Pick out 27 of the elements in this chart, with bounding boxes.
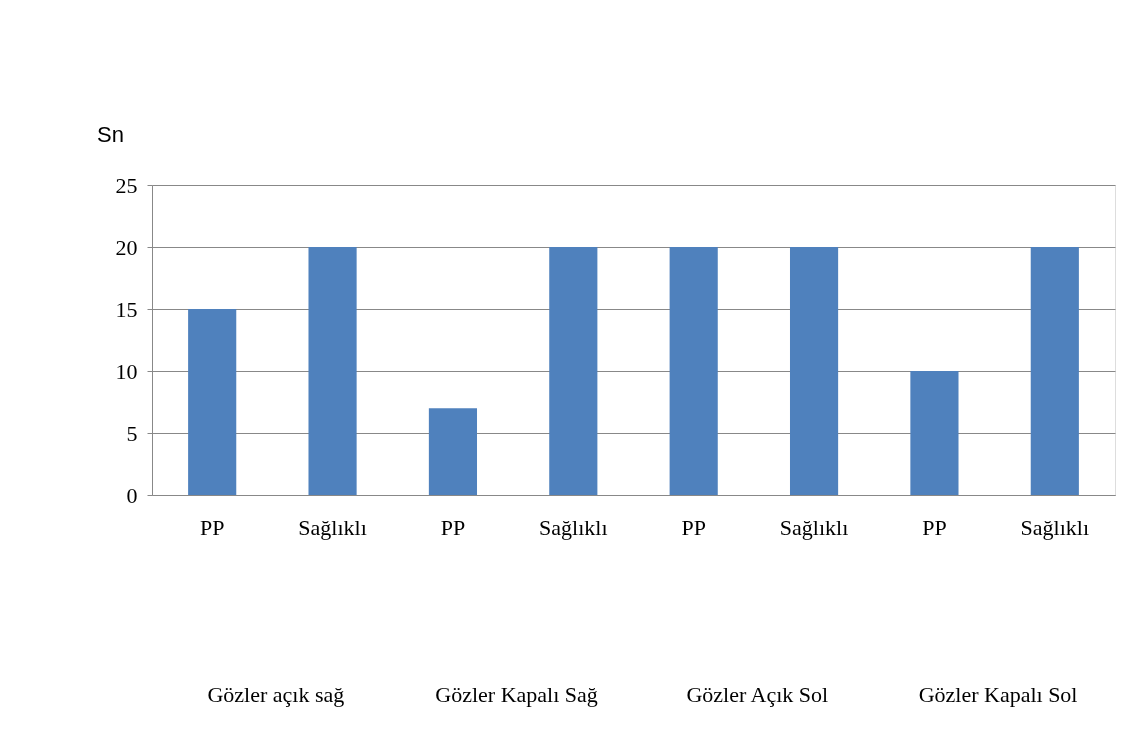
bar (910, 371, 959, 495)
bar (188, 309, 237, 495)
y-axis-title: Sn (97, 122, 124, 147)
x-tick-label: Sağlıklı (779, 514, 849, 540)
bar (669, 247, 718, 495)
bar (789, 247, 839, 495)
y-tick-label: 0 (126, 482, 138, 508)
text: Gözler Kapalı Sol (918, 682, 1078, 707)
x-tick-label: PP (681, 514, 706, 540)
y-tick-label: 5 (126, 420, 138, 446)
x-tick-label: PP (199, 514, 225, 540)
bar (549, 247, 598, 495)
x-tick-label: Sağlıklı (1020, 514, 1090, 540)
x-tick-label: Sağlıklı (298, 514, 367, 540)
y-tick-label: 10 (115, 358, 138, 384)
y-tick-label: 20 (115, 234, 138, 260)
y-tick-label: 15 (115, 296, 138, 322)
x-tick-label: PP (922, 514, 947, 540)
x-tick-label: PP (440, 514, 466, 540)
bar (428, 408, 478, 495)
bar (308, 247, 357, 495)
x-tick-label: Sağlıklı (539, 514, 608, 540)
text: Gözler Açık Sol (686, 682, 829, 707)
y-tick-label: 25 (115, 172, 138, 198)
text: Gözler Kapalı Sağ (435, 682, 598, 707)
bar (1030, 247, 1079, 495)
text: Gözler açık sağ (207, 682, 345, 707)
